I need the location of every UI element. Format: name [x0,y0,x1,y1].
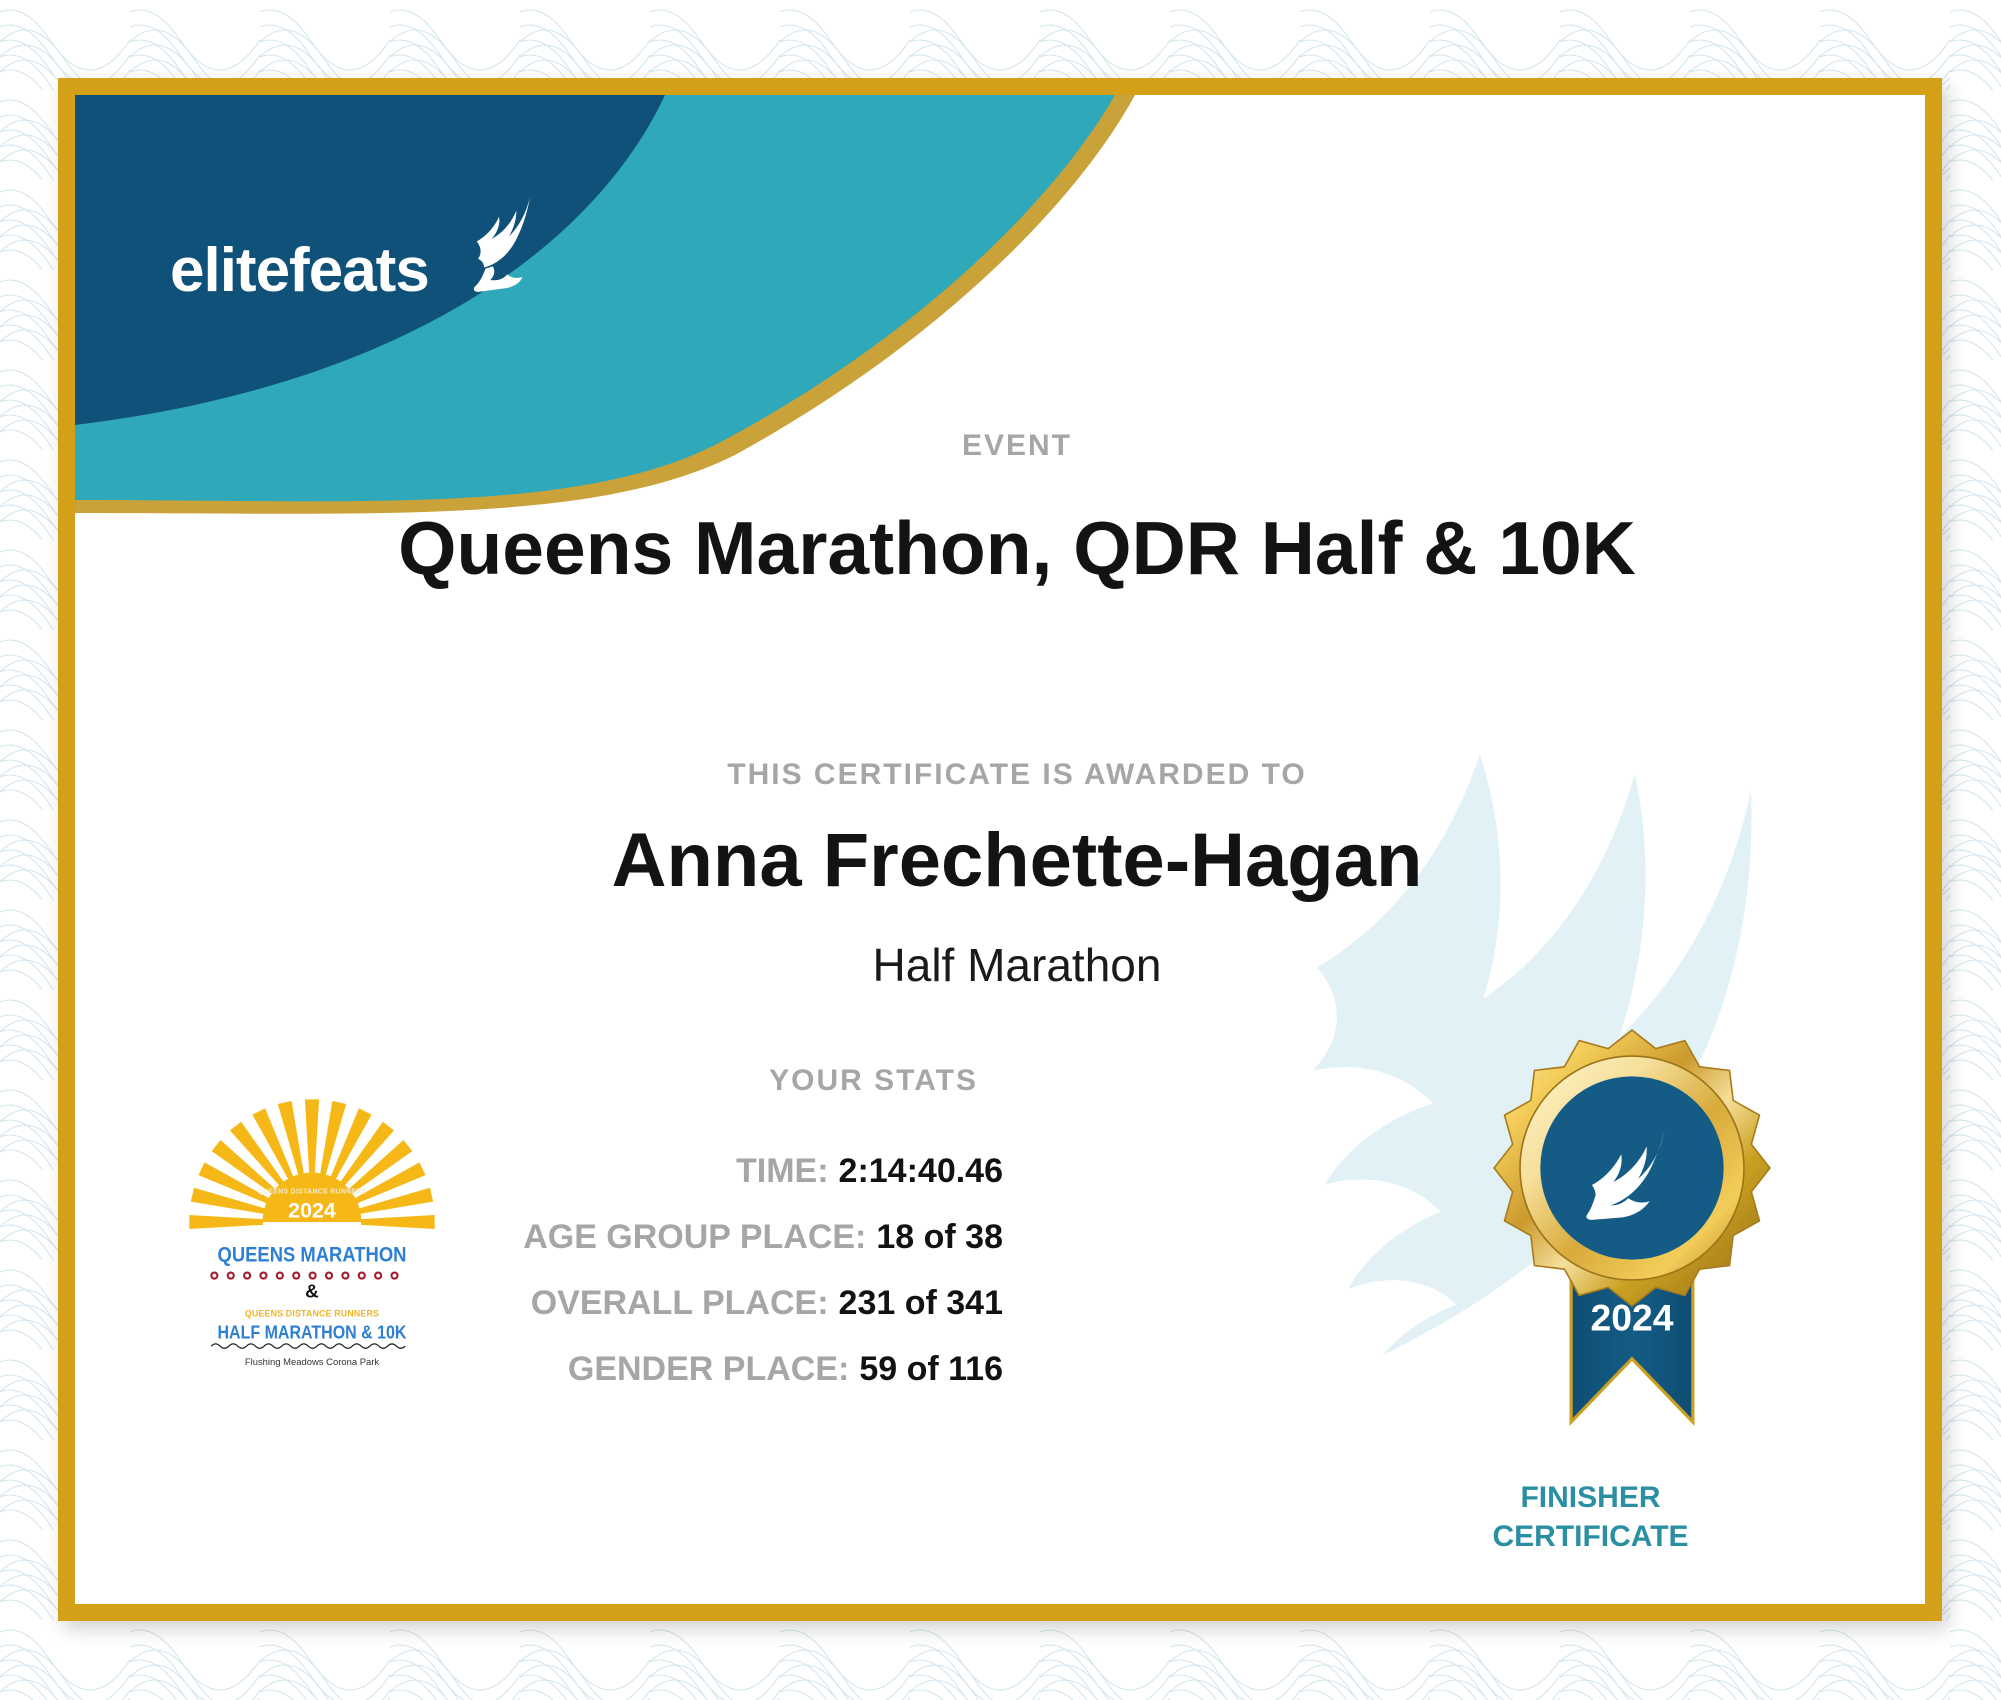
svg-text:QUEENS DISTANCE RUNNERS: QUEENS DISTANCE RUNNERS [257,1189,366,1196]
svg-text:Flushing Meadows Corona Park: Flushing Meadows Corona Park [245,1357,380,1368]
svg-text:HALF MARATHON & 10K: HALF MARATHON & 10K [217,1323,406,1344]
svg-text:QUEENS DISTANCE RUNNERS: QUEENS DISTANCE RUNNERS [245,1308,379,1318]
svg-text:2024: 2024 [288,1199,336,1223]
svg-text:QUEENS MARATHON: QUEENS MARATHON [217,1243,406,1267]
svg-text:&: & [305,1282,319,1303]
svg-text:2024: 2024 [1590,1296,1673,1338]
